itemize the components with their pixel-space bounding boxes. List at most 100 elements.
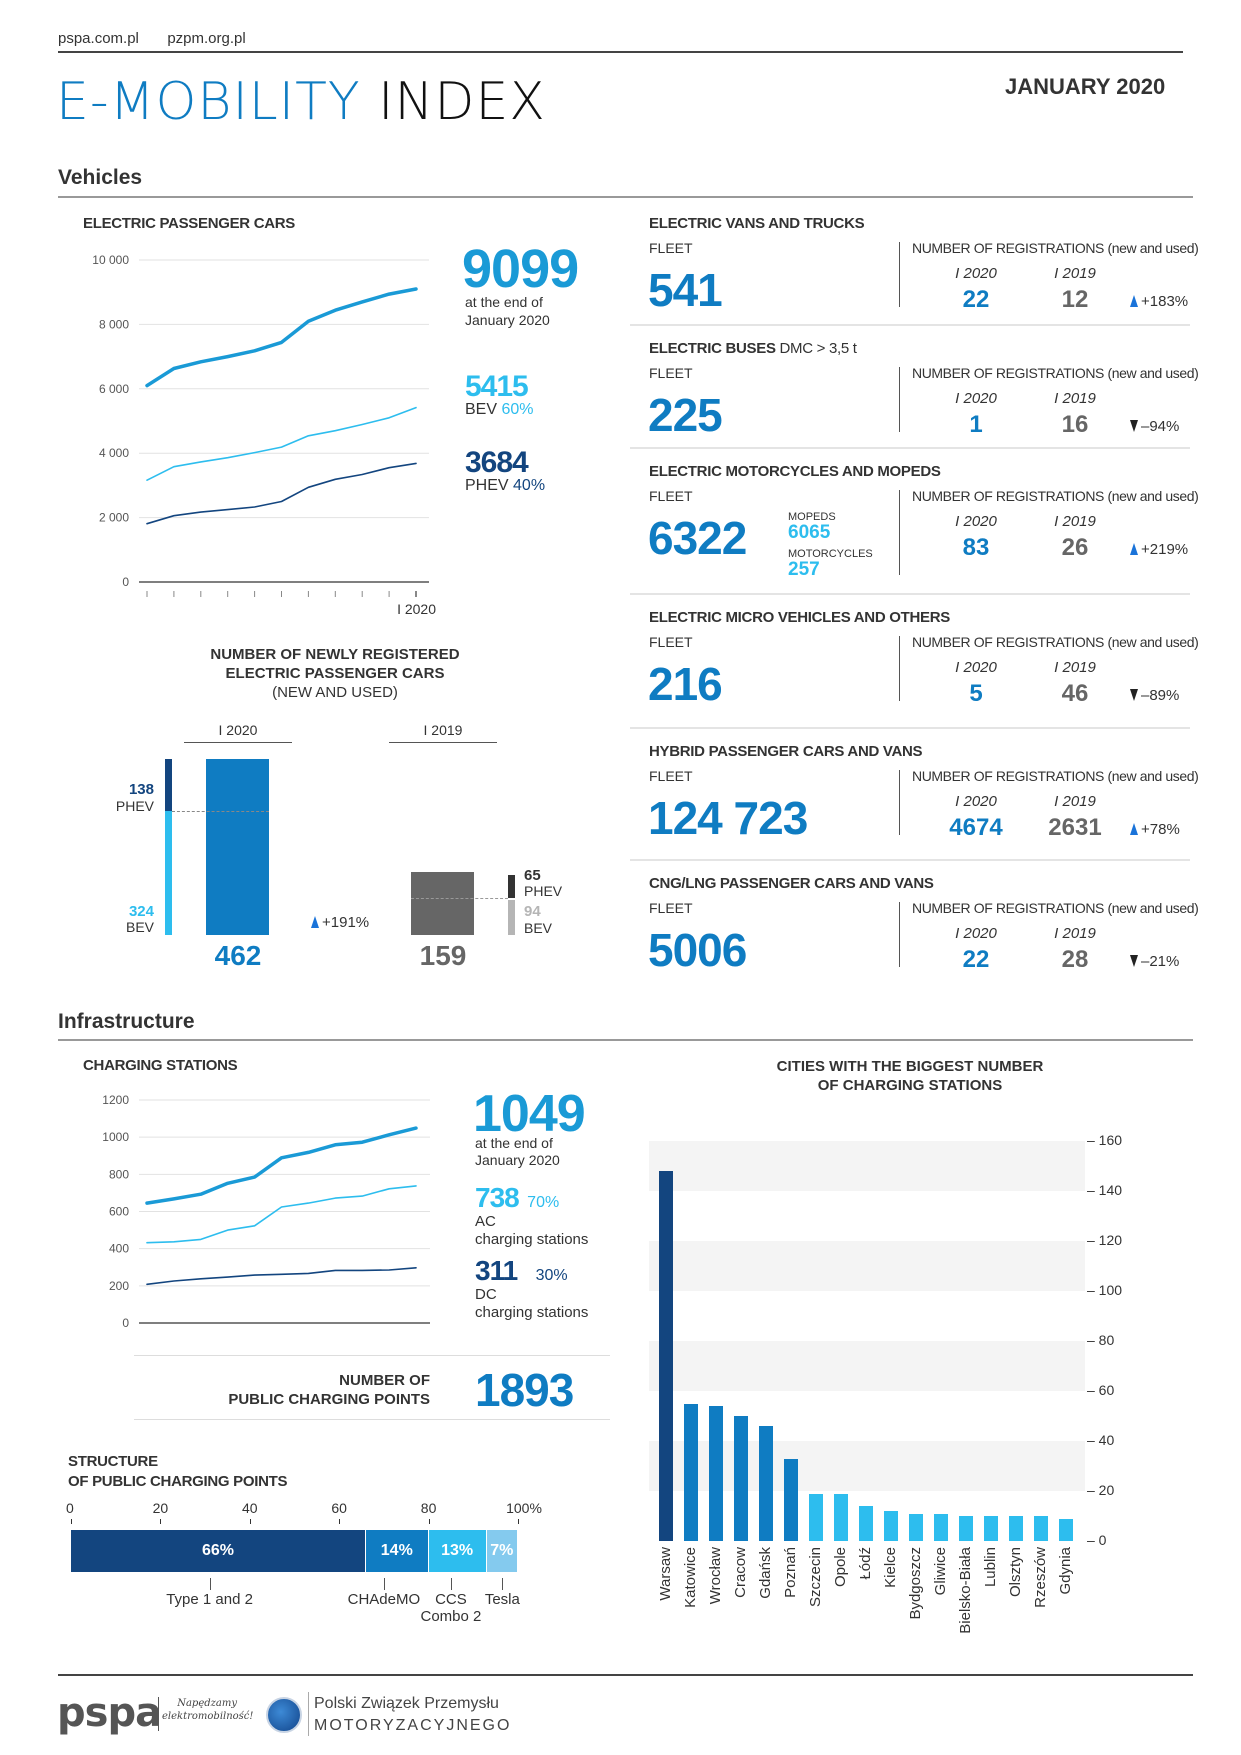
year-2020-label: I 2020 [955,390,997,407]
cities-title-2: OF CHARGING STATIONS [817,1077,1003,1094]
y-tick-label: 0 [122,575,129,589]
x-tick [518,1519,519,1524]
city-label: Szczecin [806,1547,824,1608]
y-tick-label: 800 [109,1167,129,1181]
fleet-label: FLEET [649,240,693,256]
mopeds-label: MOPEDS [788,511,836,523]
pzpm-logo-icon[interactable] [266,1697,302,1733]
motorcycles-label: MOTORCYCLES [788,548,873,560]
city-label: Gdynia [1057,1547,1075,1595]
phev-label: PHEV [465,477,509,494]
fleet-value: 541 [648,264,723,316]
x-tick-label: I 2020 [397,601,436,617]
public-points-label: NUMBER OF PUBLIC CHARGING POINTS [180,1371,430,1409]
arrow-down-icon [1130,689,1138,701]
fleet-divider [899,242,900,307]
series-line-bev [146,406,417,481]
registrations-label: NUMBER OF REGISTRATIONS (new and used) [912,240,1199,256]
pspa-logo[interactable]: pspa [57,1690,162,1736]
city-label: Katowice [681,1547,699,1608]
fleet-box-separator [630,727,1190,729]
cs-caption-2: January 2020 [475,1152,560,1168]
x-tick-label: 40 [242,1500,258,1516]
reg-change: –89% [1130,687,1179,704]
caption-line-2: January 2020 [465,312,550,328]
link-pzpm[interactable]: pzpm.org.pl [167,30,246,47]
cs-ac: 738 70% [475,1182,559,1214]
year-2019-label: I 2019 [1054,659,1096,676]
cars-total: 9099 [462,239,579,299]
city-label: Cracow [731,1547,749,1598]
split-line-2020 [172,811,269,812]
segment-chademo: 14% [366,1530,428,1572]
bev-2020-value: 324 [128,903,154,920]
new-reg-title-2: ELECTRIC PASSENGER CARS [225,665,445,682]
bev-pct: 60% [501,401,534,418]
segment-value-label: 14% [380,1542,413,1559]
y-tick-label: – 20 [1087,1482,1115,1498]
city-label: Warsaw [656,1547,674,1601]
footer-rule [58,1674,1193,1676]
year-2019-label: I 2019 [1054,265,1096,282]
x-tick-label: 20 [152,1500,169,1516]
fleet-label: FLEET [649,634,693,650]
fleet-value: 216 [648,658,723,710]
public-points-label-2: PUBLIC CHARGING POINTS [228,1391,430,1408]
registrations-label: NUMBER OF REGISTRATIONS (new and used) [912,900,1199,916]
cities-title-1: CITIES WITH THE BIGGEST NUMBER [776,1058,1044,1075]
fleet-box-title-main: HYBRID PASSENGER CARS AND VANS [649,743,923,760]
bar-2019-bev [508,900,515,935]
fleet-label: FLEET [649,768,693,784]
city-label: Bydgoszcz [907,1547,925,1620]
bev-2020-label: BEV [125,919,154,935]
city-label: Gliwice [932,1547,950,1596]
new-reg-title-3: (NEW AND USED) [272,684,398,701]
ac-label: AC charging stations [475,1213,588,1249]
fleet-box-title: ELECTRIC BUSES DMC > 3,5 t [649,340,857,357]
x-tick-label: 60 [331,1500,347,1516]
fleet-divider [899,367,900,432]
category-tick [450,1578,452,1590]
structure-title: STRUCTURE OF PUBLIC CHARGING POINTS [68,1452,287,1492]
city-label: Olsztyn [1007,1547,1025,1598]
cars-bev-label: BEV 60% [465,401,534,419]
city-label: Bielsko-Biała [957,1547,975,1634]
city-label: Rzeszów [1032,1547,1050,1608]
link-pspa[interactable]: pspa.com.pl [58,30,139,47]
page-title: E-MOBILITY INDEX [56,72,546,132]
split-line-2019 [411,898,508,899]
category-label: Type 1 and 2 [166,1591,253,1608]
passenger-cars-line-chart: 0 2 000 4 000 6 000 8 000 10 000 I 2020 [92,253,436,617]
section-infrastructure-rule [58,1039,1193,1041]
segment-value-label: 7% [490,1542,514,1559]
cars-total-caption: at the end of January 2020 [465,293,550,329]
reg-2019-value: 2631 [1048,814,1102,841]
registrations-label: NUMBER OF REGISTRATIONS (new and used) [912,634,1199,650]
reg-change: –94% [1130,418,1179,435]
reg-2020-value: 1 [969,411,983,438]
cars-bev-value: 5415 [465,370,529,403]
category-tick [502,1578,504,1590]
cars-phev-label: PHEV 40% [465,477,545,495]
city-bar [859,1506,873,1541]
reg-change-value: –94% [1141,418,1180,435]
grid-band [649,1241,1085,1291]
period-2020-rule [184,742,292,743]
fleet-box-title: HYBRID PASSENGER CARS AND VANS [649,743,923,760]
phev-2020-value: 138 [128,781,154,798]
city-bar [658,1171,673,1541]
cs-caption-1: at the end of [475,1135,553,1151]
year-2020-label: I 2020 [955,925,997,942]
series-line-dc [146,1267,417,1286]
segment-value-label: 66% [201,1542,235,1559]
y-tick-label: – 140 [1087,1182,1123,1198]
cs-total: 1049 [473,1085,586,1143]
city-bar [984,1516,999,1541]
x-tick-label: 100% [506,1500,542,1516]
fleet-box-title: ELECTRIC VANS AND TRUCKS [649,215,865,232]
fleet-box-title: ELECTRIC MOTORCYCLES AND MOPEDS [649,463,941,480]
cs-dc: 311 30% [475,1255,568,1287]
year-2019-label: I 2019 [1054,513,1096,530]
category-tick [209,1578,211,1590]
x-tick [428,1519,430,1524]
